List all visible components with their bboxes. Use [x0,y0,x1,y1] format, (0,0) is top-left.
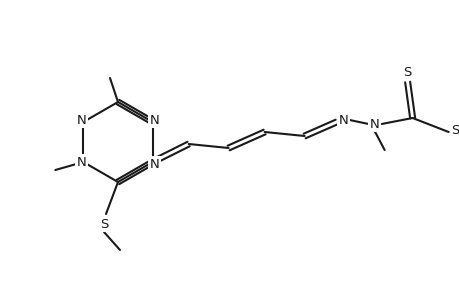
Text: N: N [369,118,379,130]
Text: S: S [100,218,108,230]
Text: N: N [150,158,159,170]
Text: S: S [450,124,459,136]
Text: N: N [76,155,86,169]
Text: N: N [338,113,348,127]
Text: S: S [403,65,411,79]
Text: N: N [150,113,159,127]
Text: N: N [76,113,86,127]
